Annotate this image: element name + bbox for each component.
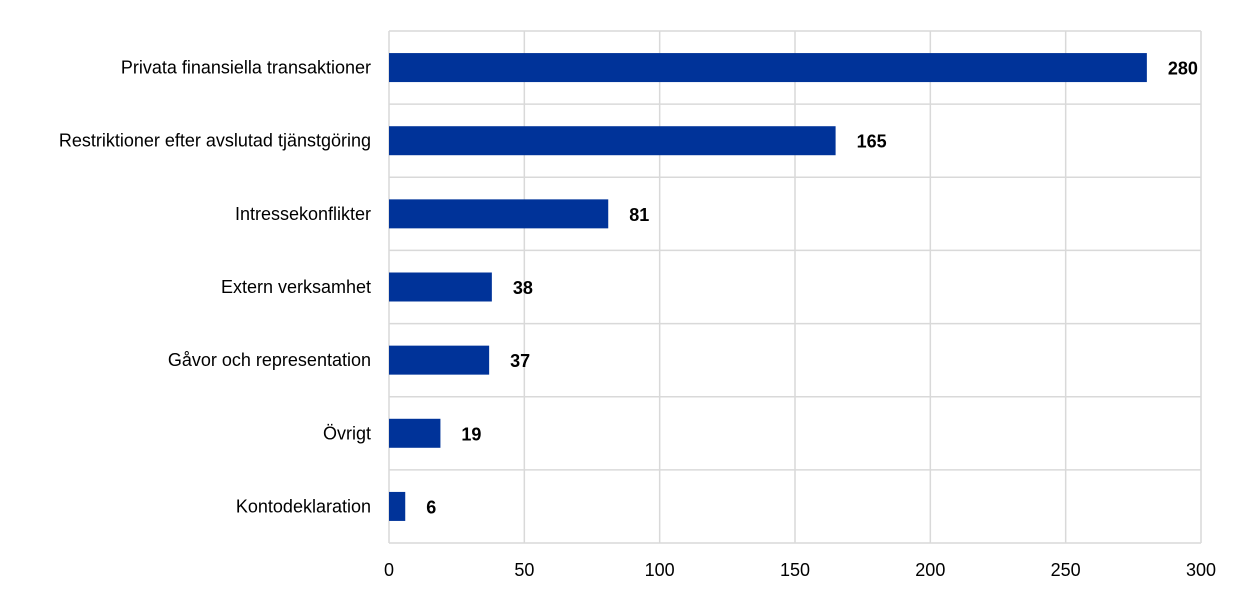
bar-5 <box>389 418 441 448</box>
data-label-4: 37 <box>510 351 530 371</box>
category-label-0: Privata finansiella transaktioner <box>121 58 371 78</box>
category-label-1: Restriktioner efter avslutad tjänstgörin… <box>59 131 371 151</box>
bar-1 <box>389 126 836 156</box>
x-tick-label-4: 200 <box>915 560 945 580</box>
bar-0 <box>389 53 1147 83</box>
data-label-0: 280 <box>1168 59 1198 79</box>
x-tick-label-1: 50 <box>514 560 534 580</box>
data-label-6: 6 <box>426 497 436 517</box>
x-tick-label-0: 0 <box>384 560 394 580</box>
bar-2 <box>389 199 609 229</box>
category-label-6: Kontodeklaration <box>236 496 371 516</box>
x-tick-label-6: 300 <box>1186 560 1216 580</box>
category-label-3: Extern verksamhet <box>221 277 371 297</box>
x-axis-ticks: 0 50 100 150 200 250 300 <box>384 560 1216 580</box>
grid <box>388 30 1202 544</box>
category-label-4: Gåvor och representation <box>168 350 371 370</box>
data-label-3: 38 <box>513 278 533 298</box>
data-label-2: 81 <box>629 205 649 225</box>
bars <box>389 53 1147 521</box>
category-labels: Privata finansiella transaktioner Restrik… <box>59 58 371 517</box>
data-label-1: 165 <box>857 132 887 152</box>
bar-6 <box>389 491 406 521</box>
data-labels: 280 165 81 38 37 19 6 <box>426 59 1198 518</box>
category-label-2: Intressekonflikter <box>235 204 371 224</box>
x-tick-label-3: 150 <box>780 560 810 580</box>
bar-4 <box>389 345 490 375</box>
x-tick-label-2: 100 <box>645 560 675 580</box>
x-tick-label-5: 250 <box>1051 560 1081 580</box>
data-label-5: 19 <box>461 424 481 444</box>
bar-3 <box>389 272 492 302</box>
category-label-5: Övrigt <box>323 423 371 443</box>
